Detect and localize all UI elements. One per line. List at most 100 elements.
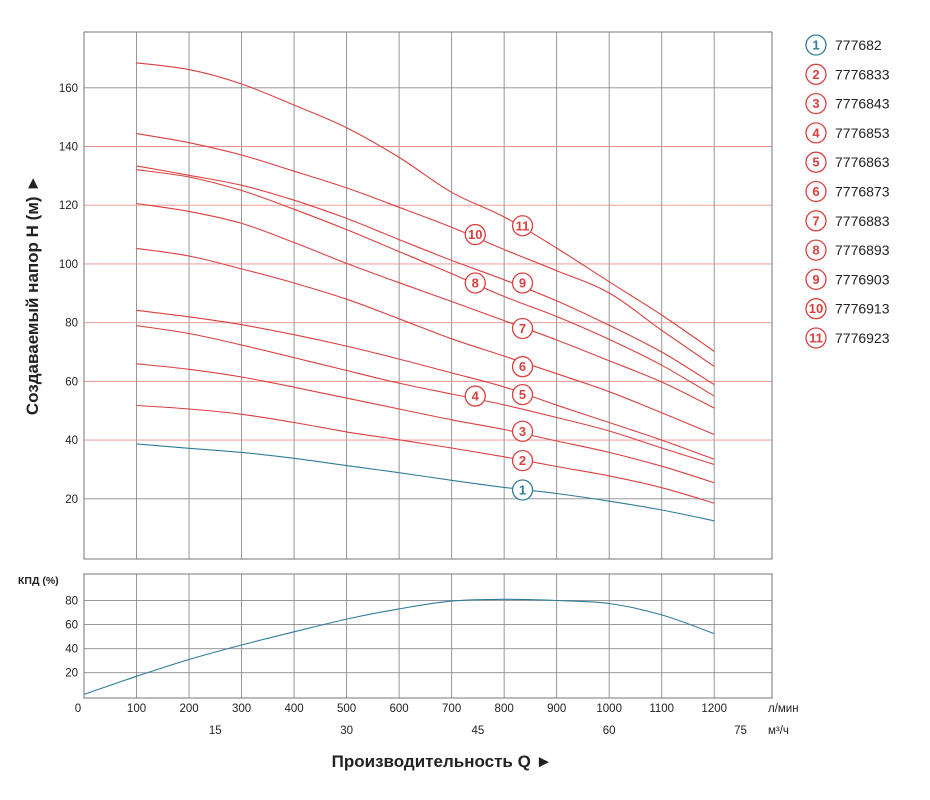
legend-item-6: 6 7776873 bbox=[805, 180, 890, 203]
x-lmin-tick-label: 300 bbox=[232, 703, 251, 715]
x-lmin-tick-label: 600 bbox=[390, 703, 409, 715]
head-y-tick-label: 160 bbox=[59, 83, 78, 95]
legend-model-code: 7776843 bbox=[835, 96, 890, 112]
x-m3h-tick-label: 75 bbox=[734, 725, 747, 737]
curve-marker-1: 1 bbox=[511, 479, 534, 501]
legend-model-code: 7776873 bbox=[835, 184, 890, 200]
legend-marker-circle bbox=[805, 298, 827, 320]
legend-item-10: 10 7776913 bbox=[805, 298, 890, 320]
legend-model-code: 777682 bbox=[835, 37, 882, 53]
curve-marker-circle bbox=[511, 317, 534, 340]
head-chart-y-ticks: 20 40 60 80 100 120 140 160 bbox=[59, 83, 78, 506]
curve-marker-circle bbox=[511, 215, 534, 237]
head-curve-3 bbox=[136, 363, 715, 484]
head-curve-6 bbox=[136, 247, 715, 436]
legend: 1 777682 2 7776833 3 7776843 4 7776853 5 7776863 6… bbox=[805, 34, 890, 349]
legend-model-code: 7776903 bbox=[835, 271, 890, 287]
legend-marker-circle bbox=[805, 327, 827, 349]
legend-item-2: 2 7776833 bbox=[805, 63, 890, 85]
curve-marker-circle bbox=[511, 356, 534, 378]
x-lmin-tick-label: 700 bbox=[442, 703, 461, 715]
curve-marker-circle bbox=[464, 385, 486, 407]
efficiency-y-tick-label: 20 bbox=[65, 668, 78, 680]
legend-marker-number: 4 bbox=[812, 125, 820, 140]
legend-model-code: 7776833 bbox=[835, 66, 890, 82]
x-m3h-tick-label: 15 bbox=[209, 725, 222, 737]
x-lmin-tick-label: 900 bbox=[547, 703, 566, 715]
x-lmin-tick-label: 1100 bbox=[649, 703, 674, 715]
curve-marker-number: 3 bbox=[519, 424, 526, 439]
efficiency-chart-grid bbox=[84, 574, 772, 698]
x-axis: 0 100 200 300 400 500 600 700 800 900 1000 1100 1200… bbox=[75, 703, 799, 771]
legend-item-3: 3 7776843 bbox=[805, 92, 890, 115]
curve-marker-8: 8 bbox=[464, 272, 486, 294]
head-curve-10 bbox=[136, 133, 715, 367]
legend-marker-circle bbox=[805, 210, 827, 232]
legend-item-1: 1 777682 bbox=[805, 34, 882, 56]
x-lmin-tick-label: 500 bbox=[337, 703, 356, 715]
efficiency-chart-y-label: КПД (%) bbox=[18, 575, 59, 587]
x-axis-lmin-ticks: 0 100 200 300 400 500 600 700 800 900 1000 1100 1200 bbox=[75, 703, 727, 715]
x-lmin-tick-label: 400 bbox=[284, 703, 303, 715]
legend-item-9: 9 7776903 bbox=[805, 268, 890, 291]
curve-marker-circle bbox=[511, 383, 534, 406]
efficiency-chart-y-ticks: 20 40 60 80 bbox=[65, 595, 78, 679]
curve-marker-3: 3 bbox=[511, 420, 534, 442]
curve-marker-circle bbox=[511, 272, 534, 294]
legend-marker-circle bbox=[805, 268, 827, 291]
head-curve-7 bbox=[136, 202, 715, 409]
curve-marker-number: 7 bbox=[519, 321, 526, 336]
curve-marker-number: 11 bbox=[516, 218, 530, 233]
legend-marker-number: 6 bbox=[812, 184, 819, 199]
curve-marker-9: 9 bbox=[511, 272, 534, 294]
efficiency-y-tick-label: 40 bbox=[65, 644, 78, 656]
head-y-tick-label: 60 bbox=[65, 376, 78, 388]
legend-model-code: 7776883 bbox=[835, 213, 890, 229]
curve-marker-circle bbox=[464, 223, 486, 246]
legend-model-code: 7776853 bbox=[835, 125, 890, 141]
legend-marker-circle bbox=[805, 239, 827, 261]
head-chart-frame bbox=[83, 31, 773, 560]
legend-marker-number: 10 bbox=[809, 301, 823, 316]
x-m3h-tick-label: 60 bbox=[603, 725, 616, 737]
legend-marker-number: 11 bbox=[809, 331, 823, 346]
head-curve-4 bbox=[136, 325, 715, 466]
curve-marker-10: 10 bbox=[464, 223, 486, 246]
head-curve-1 bbox=[136, 443, 715, 522]
head-chart-series bbox=[136, 62, 715, 522]
head-y-tick-label: 120 bbox=[59, 200, 78, 212]
curve-marker-number: 1 bbox=[519, 483, 526, 498]
head-y-tick-label: 40 bbox=[65, 435, 78, 447]
legend-marker-circle bbox=[805, 92, 827, 115]
curve-marker-number: 5 bbox=[519, 387, 526, 402]
legend-marker-number: 1 bbox=[812, 38, 819, 53]
head-curve-8 bbox=[136, 169, 715, 397]
legend-marker-number: 9 bbox=[812, 272, 819, 287]
curve-marker-circle bbox=[511, 479, 534, 501]
head-y-tick-label: 100 bbox=[59, 259, 78, 271]
legend-marker-circle bbox=[805, 151, 827, 173]
legend-model-code: 7776893 bbox=[835, 242, 890, 258]
curve-marker-circle bbox=[511, 420, 534, 442]
curve-marker-number: 4 bbox=[472, 389, 480, 404]
x-axis-m3h-unit: м³/ч bbox=[768, 725, 789, 737]
head-curve-2 bbox=[136, 404, 715, 504]
curve-marker-circle bbox=[511, 449, 534, 472]
curve-marker-2: 2 bbox=[511, 449, 534, 472]
legend-marker-circle bbox=[805, 180, 827, 203]
x-lmin-tick-label: 0 bbox=[75, 703, 81, 715]
head-y-tick-label: 20 bbox=[65, 494, 78, 506]
head-chart-y-label: Создаваемый напор Н (м) ► bbox=[23, 175, 42, 415]
head-curve-5 bbox=[136, 309, 715, 460]
efficiency-curve bbox=[83, 598, 715, 695]
legend-model-code: 7776913 bbox=[835, 301, 890, 317]
curve-marker-number: 9 bbox=[519, 276, 526, 291]
curve-marker-number: 6 bbox=[519, 359, 526, 374]
legend-marker-number: 8 bbox=[812, 243, 819, 258]
legend-item-7: 7 7776883 bbox=[805, 210, 890, 232]
legend-marker-number: 3 bbox=[812, 96, 819, 111]
curve-marker-number: 10 bbox=[468, 227, 482, 242]
head-chart-curve-markers: 1 2 3 4 5 6 7 8 9 10 11 bbox=[464, 215, 534, 501]
curve-marker-6: 6 bbox=[511, 356, 534, 378]
